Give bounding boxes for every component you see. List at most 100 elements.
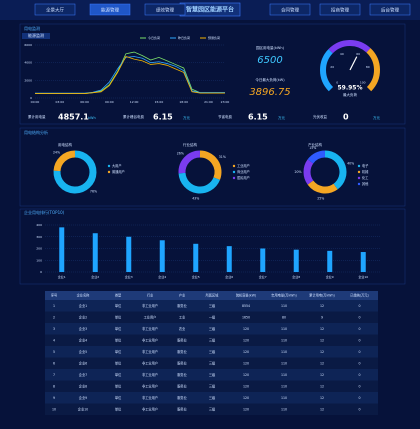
column-header: 企业名称 [77, 293, 91, 298]
nav-tab[interactable] [319, 3, 361, 16]
gauge-tick-label: 20 [330, 65, 334, 69]
panel-tab: 能源监测 [28, 32, 44, 38]
donut-slice [303, 159, 314, 185]
bar [260, 248, 266, 272]
table-cell: 非工业用户 [142, 303, 158, 308]
slice-label: 25% [317, 197, 324, 201]
slice-label: 15% [309, 146, 316, 150]
table-cell: 服务业 [177, 406, 187, 411]
x-tick-label: 12:00 [130, 100, 139, 104]
gauge-tick-label: 100 [360, 81, 366, 85]
table-cell: 工业用户 [144, 314, 157, 319]
table-cell: 服务业 [177, 337, 187, 342]
legend-label: 居民用户 [237, 175, 250, 180]
slice-label: 26% [177, 152, 184, 156]
table-cell: 0 [358, 315, 360, 319]
stat-value: 4857.1 [58, 113, 89, 122]
donut-slice [53, 150, 97, 194]
slice-label: 76% [90, 190, 97, 194]
y-tick-label: 200 [36, 247, 42, 251]
table-cell: 企业10 [78, 406, 88, 411]
legend-swatch [232, 170, 236, 174]
table-cell: 三级 [209, 395, 216, 400]
table-cell: 三级 [209, 349, 216, 354]
stat-label: 累计峰谷电费 [123, 114, 144, 119]
table-cell: 12 [320, 350, 324, 354]
table-cell: 120 [243, 338, 249, 342]
table-cell: 企业1 [79, 303, 87, 308]
legend-label: 工业用户 [237, 163, 250, 168]
tab-bg [22, 33, 50, 39]
table-cell: 企业7 [79, 372, 87, 377]
metric-label: 园区用电量(kWh) [256, 45, 285, 50]
table-cell: 0 [358, 373, 360, 377]
table-cell: 企业4 [79, 337, 87, 342]
column-header: 序号 [51, 293, 57, 298]
slice-label: 40% [347, 162, 354, 166]
x-tick-label: 21:00 [204, 100, 213, 104]
line-series [35, 56, 225, 94]
x-tick-label: 企业6 [225, 274, 233, 279]
table-row-bg [45, 300, 378, 312]
table-cell: 110 [281, 327, 287, 331]
donut-slice [307, 180, 338, 194]
table-row-bg [45, 334, 378, 346]
table-cell: 单位 [115, 326, 122, 331]
legend-swatch [357, 182, 361, 186]
table-cell: 单位 [115, 337, 122, 342]
legend-label: 商业用户 [237, 169, 250, 174]
table-cell: 三级 [209, 372, 216, 377]
table-cell: 企业3 [79, 326, 87, 331]
column-header: 累计用电(万kWh) [309, 293, 334, 298]
donut-title: 行业结构 [183, 142, 197, 147]
section-title: 用电结构分析 [24, 129, 48, 135]
legend-label: 电子 [362, 163, 369, 168]
table-row-bg [45, 380, 378, 392]
slice-label: 24% [53, 150, 60, 154]
table-cell: 服务业 [177, 349, 187, 354]
table-cell: 工业 [179, 314, 185, 319]
x-tick-label: 企业7 [259, 274, 267, 279]
nav-tab[interactable] [369, 3, 411, 16]
x-tick-label: 00:00 [31, 100, 40, 104]
nav-tab[interactable] [144, 3, 186, 16]
donut-slice [53, 150, 76, 172]
x-tick-label: 企业3 [125, 274, 133, 279]
table-cell: 120 [243, 327, 249, 331]
legend-swatch [232, 164, 236, 168]
table-cell: 非工业用户 [142, 406, 158, 411]
table-cell: 120 [243, 373, 249, 377]
table-cell: 110 [281, 361, 287, 365]
y-tick-label: 300 [36, 235, 42, 239]
legend-swatch [357, 176, 361, 180]
nav-tab[interactable] [89, 3, 131, 16]
table-cell: 120 [243, 361, 249, 365]
table-cell: 一级 [209, 314, 216, 319]
table-cell: 110 [281, 384, 287, 388]
x-tick-label: 03:00 [55, 100, 64, 104]
gauge-tick-label: 60 [356, 52, 360, 56]
donut-slice [178, 150, 201, 174]
table-cell: 120 [243, 407, 249, 411]
table-cell: 农业 [179, 326, 185, 331]
table-cell: 非工业用户 [142, 326, 158, 331]
metric-value: 3896.75 [249, 87, 290, 98]
bar [226, 246, 232, 272]
table-cell: 三级 [209, 383, 216, 388]
table-cell: 服务业 [177, 303, 187, 308]
table-cell: 0 [358, 350, 360, 354]
table-cell: 0 [358, 396, 360, 400]
bar [193, 243, 199, 272]
table-cell: 单位 [115, 372, 122, 377]
table-cell: 非工业用户 [142, 360, 158, 365]
nav-tab[interactable] [269, 3, 311, 16]
stat-unit: 万元 [183, 116, 190, 120]
gauge-band [328, 40, 371, 54]
table-row-bg [45, 392, 378, 404]
slice-label: 20% [294, 170, 301, 174]
nav-tab[interactable] [34, 3, 76, 16]
gauge-tick-label: 40 [340, 52, 344, 56]
table-cell: 非工业用户 [142, 395, 158, 400]
table-cell: 0 [358, 327, 360, 331]
table-cell: 8554 [242, 304, 250, 308]
